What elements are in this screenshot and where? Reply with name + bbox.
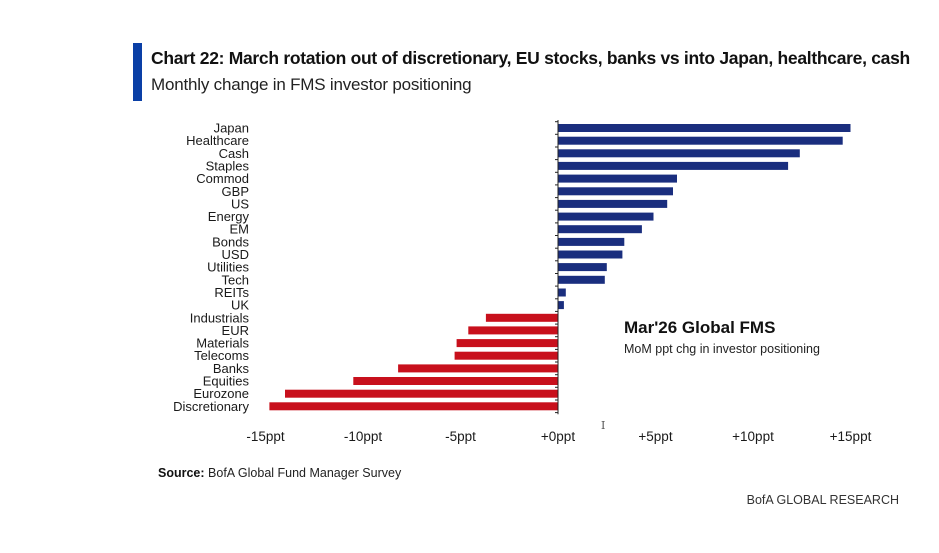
title-accent-bar xyxy=(133,43,142,101)
category-label: GBP xyxy=(222,184,249,199)
x-tick-label: +0ppt xyxy=(541,429,575,444)
category-label: Bonds xyxy=(212,234,249,249)
category-label: Japan xyxy=(214,121,249,136)
x-tick-label: +10ppt xyxy=(732,429,774,444)
bar-bonds xyxy=(558,237,625,246)
source-text: BofA Global Fund Manager Survey xyxy=(208,466,402,480)
category-label: Banks xyxy=(213,361,250,376)
category-label: EUR xyxy=(222,323,249,338)
category-label: Healthcare xyxy=(186,133,249,148)
bar-staples xyxy=(558,161,789,170)
category-label: Telecoms xyxy=(194,348,249,363)
bar-em xyxy=(558,225,642,234)
brand-footer: BofA GLOBAL RESEARCH xyxy=(746,493,899,507)
source-label: Source: xyxy=(158,466,205,480)
source-note: Source: BofA Global Fund Manager Survey xyxy=(158,466,401,480)
category-label: Cash xyxy=(219,146,249,161)
category-label: USD xyxy=(222,247,249,262)
bar-materials xyxy=(456,339,558,348)
bar-banks xyxy=(398,364,558,373)
category-label: Staples xyxy=(206,158,250,173)
bar-reits xyxy=(558,288,566,297)
x-tick-label: +15ppt xyxy=(830,429,872,444)
bar-equities xyxy=(353,377,559,385)
category-label: Discretionary xyxy=(173,399,249,414)
category-label: UK xyxy=(231,298,249,313)
category-label: Tech xyxy=(222,272,249,287)
category-label: Utilities xyxy=(207,260,249,275)
bar-gbp xyxy=(558,187,673,196)
bar-eurozone xyxy=(285,389,558,398)
category-label: Eurozone xyxy=(193,386,249,401)
bar-japan xyxy=(558,124,851,132)
bar-energy xyxy=(558,212,654,221)
bar-uk xyxy=(558,301,564,310)
bar-us xyxy=(558,199,668,208)
x-tick-label: -15ppt xyxy=(246,429,285,444)
chart-subtitle: Monthly change in FMS investor positioni… xyxy=(151,75,472,94)
x-tick-label: -10ppt xyxy=(344,429,383,444)
bar-industrials xyxy=(485,313,558,322)
bar-healthcare xyxy=(558,136,843,145)
category-label: US xyxy=(231,196,249,211)
category-label: REITs xyxy=(214,285,249,300)
bar-commod xyxy=(558,174,677,183)
chart-title: Chart 22: March rotation out of discreti… xyxy=(151,48,910,68)
bar-cash xyxy=(558,149,800,158)
bar-telecoms xyxy=(454,351,558,360)
category-label: EM xyxy=(230,222,250,237)
category-label: Energy xyxy=(208,209,250,224)
annotation-title: Mar'26 Global FMS xyxy=(624,318,775,337)
bar-tech xyxy=(558,275,605,284)
annotation-subtitle: MoM ppt chg in investor positioning xyxy=(624,342,820,356)
category-label: Materials xyxy=(196,336,249,351)
bar-usd xyxy=(558,250,623,259)
category-label: Industrials xyxy=(190,310,250,325)
bar-discretionary xyxy=(269,402,558,411)
category-label: Commod xyxy=(196,171,249,186)
bar-chart: JapanHealthcareCashStaplesCommodGBPUSEne… xyxy=(173,120,872,444)
x-tick-label: -5ppt xyxy=(445,429,476,444)
bar-eur xyxy=(468,326,558,335)
x-tick-label: +5ppt xyxy=(638,429,672,444)
bar-utilities xyxy=(558,263,607,272)
category-label: Equities xyxy=(203,374,250,389)
text-cursor-icon: I xyxy=(601,419,606,432)
